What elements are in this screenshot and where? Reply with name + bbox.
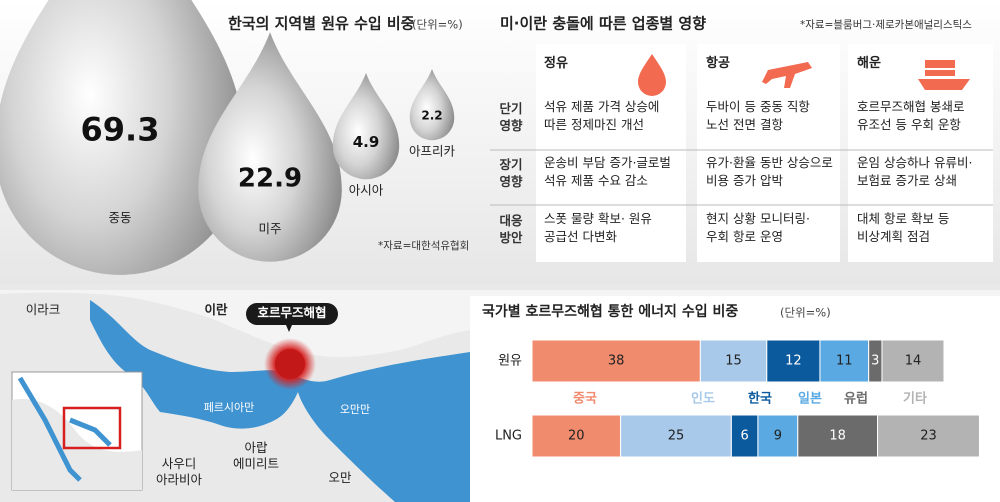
column-header: 해운 (857, 56, 881, 71)
source: *자료=블룸버그·제로카본애널리스틱스 (800, 19, 972, 31)
plane-icon (762, 62, 812, 88)
table-title: 미·이란 충돌에 따른 업종별 영향 (500, 15, 706, 33)
map-label: 오만만 (339, 403, 371, 416)
category-label: 중동 (108, 210, 131, 225)
map-label: 페르시아만 (203, 401, 255, 414)
legend-label: 인도 (691, 391, 715, 407)
value-label: 4.9 (353, 133, 380, 151)
category-label: 미주 (258, 221, 281, 236)
value-label: 23 (920, 429, 937, 444)
bar-segment (730, 414, 759, 458)
inset-focus (62, 406, 122, 450)
bar-segment (531, 414, 622, 458)
map-label: 사우디 아라비아 (155, 456, 202, 487)
row-label: 장기 영향 (499, 157, 523, 189)
value-label: 9 (774, 429, 782, 444)
cell: 운임 상승하나 유류비·보험료 증가로 상쇄 (857, 155, 973, 188)
column-header: 정유 (544, 56, 568, 71)
drop (0, 0, 245, 275)
map-label: 이란 (204, 302, 228, 317)
bar-segment (877, 414, 980, 458)
category-label: LNG (495, 429, 522, 444)
bar-segment (620, 414, 732, 458)
gulf-of-oman (345, 420, 470, 502)
cell: 유가·환율 동반 상승으로 비용 증가 압박 (706, 155, 833, 188)
value-label: 3 (871, 354, 879, 369)
chart-title: 한국의 지역별 원유 수입 비중 (228, 15, 415, 33)
row-label: 단기 영향 (499, 101, 523, 133)
chart-title: 국가별 호르무즈해협 통한 에너지 수입 비중 (482, 303, 738, 320)
bar-segment (819, 339, 870, 383)
cell: 운송비 부담 증가·글로벌 석유 제품 수요 감소 (544, 155, 671, 188)
value-label: 25 (668, 429, 685, 444)
inset-red-sea (17, 376, 82, 482)
value-label: 20 (568, 429, 585, 444)
value-label: 6 (740, 429, 748, 444)
unit: (단위=%) (780, 306, 831, 320)
ship-icon (918, 60, 970, 90)
cell: 대체 항로 확보 등 비상계획 점검 (857, 211, 950, 244)
cell: 두바이 등 중동 직항 노선 전면 결항 (706, 99, 810, 132)
category-label: 아시아 (349, 183, 384, 198)
cell: 스폿 물량 확보· 원유 공급선 다변화 (544, 211, 652, 244)
row-dividers (490, 149, 993, 206)
legend-label: 한국 (748, 391, 772, 407)
cell: 호르무즈해협 봉쇄로 유조선 등 우회 운항 (857, 99, 965, 132)
legend-label: 일본 (798, 392, 822, 407)
legend-label: 유럽 (844, 392, 868, 407)
pill-pointer (286, 325, 292, 332)
legend-label: 기타 (903, 391, 927, 407)
value-label: 18 (829, 429, 846, 444)
map-label: 오만 (328, 470, 352, 485)
category-label: 원유 (498, 354, 522, 369)
value-label: 69.3 (81, 110, 160, 148)
bar-segment (797, 414, 879, 458)
drop (409, 69, 455, 141)
map-label: 호르무즈해협 (257, 305, 327, 320)
column-header: 항공 (706, 56, 730, 71)
cell: 현지 상황 모니터링· 우회 항로 운영 (706, 211, 810, 244)
bar-segment (881, 339, 945, 383)
bar-segment (699, 339, 768, 383)
cell: 석유 제품 가격 상승에 따른 정제마진 개선 (544, 99, 660, 132)
legend-label: 중국 (573, 392, 597, 407)
bar-segment (757, 414, 799, 458)
oil-icon (638, 54, 666, 96)
value-label: 15 (725, 354, 742, 369)
map-label: 아랍 에미리트 (232, 440, 279, 471)
hormuz-marker (275, 349, 305, 379)
value-label: 2.2 (421, 108, 442, 122)
bar-panel (470, 296, 1000, 502)
value-label: 12 (785, 354, 802, 369)
value-label: 11 (836, 354, 853, 369)
drop (198, 32, 342, 262)
value-label: 14 (905, 354, 922, 369)
inset-gulf (69, 417, 112, 447)
drop (332, 72, 400, 180)
source: *자료=대한석유협회 (378, 239, 469, 252)
hormuz-pill (246, 303, 338, 325)
value-label: 22.9 (238, 164, 302, 194)
unit: (단위=%) (412, 18, 463, 32)
value-label: 38 (608, 354, 625, 369)
row-label: 대응 방안 (499, 213, 523, 245)
map-label: 이라크 (25, 302, 61, 317)
category-label: 아프리카 (409, 144, 456, 159)
